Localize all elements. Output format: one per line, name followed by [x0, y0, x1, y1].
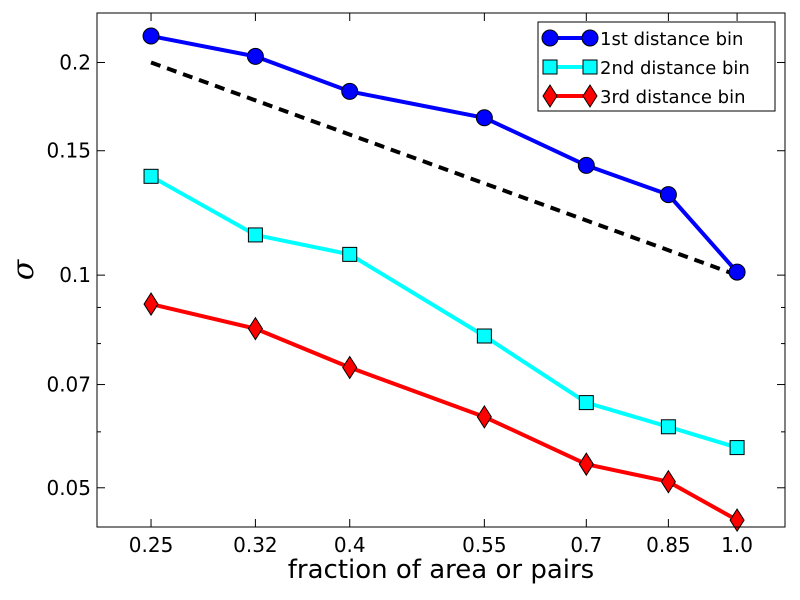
x-tick-label: 0.85: [646, 533, 691, 557]
data-point: [247, 316, 263, 341]
x-tick-label: 0.55: [462, 533, 507, 557]
legend-marker: [542, 84, 558, 108]
legend: 1st distance bin 2nd distance bin 3rd dist…: [537, 21, 776, 112]
data-point: [577, 156, 595, 174]
x-tick-label: 1.0: [721, 533, 753, 557]
legend-entry: 3rd distance bin: [542, 84, 746, 108]
legend-marker: [542, 59, 558, 75]
data-point: [578, 452, 594, 477]
y-tick-label: 0.2: [59, 50, 91, 74]
data-point: [659, 186, 677, 204]
reference-line: [150, 60, 738, 278]
data-point: [142, 27, 160, 45]
y-tick-label: 0.05: [46, 476, 91, 500]
legend-marker: [582, 84, 598, 108]
x-tick-label: 0.4: [334, 533, 366, 557]
data-point: [143, 292, 159, 316]
y-tick-label: 0.15: [46, 139, 91, 163]
data-point: [476, 404, 492, 429]
data-point: [475, 109, 493, 127]
series-2: [143, 168, 745, 456]
plot-frame: [96, 12, 786, 528]
data-point: [729, 440, 745, 456]
legend-marker: [581, 29, 599, 47]
data-point: [476, 328, 492, 344]
data-point: [660, 469, 676, 494]
data-point: [342, 246, 358, 262]
legend-marker: [582, 59, 598, 75]
data-point: [578, 395, 594, 411]
data-point: [729, 508, 745, 533]
x-tick-label: 0.32: [233, 533, 278, 557]
plot-area: [142, 27, 746, 533]
legend-entry: 2nd distance bin: [542, 58, 750, 79]
data-point: [728, 263, 746, 281]
legend-marker: [541, 29, 559, 47]
data-point: [143, 168, 159, 184]
legend-entry: 1st distance bin: [541, 29, 743, 50]
data-point: [247, 227, 263, 243]
y-axis-label: σ: [6, 258, 41, 280]
y-tick-label: 0.07: [46, 373, 91, 397]
legend-label: 1st distance bin: [600, 29, 743, 50]
data-point: [341, 82, 359, 100]
data-point: [246, 47, 264, 65]
legend-label: 3rd distance bin: [600, 87, 746, 108]
series-3: [143, 292, 745, 533]
series-1: [142, 27, 746, 281]
ticks-group: [97, 13, 785, 527]
data-point: [342, 355, 358, 380]
y-tick-label: 0.1: [59, 263, 91, 287]
x-axis-label: fraction of area or pairs: [288, 555, 594, 585]
tick-labels-group: 0.25 0.32 0.4 0.55 0.7 0.85 1.0 0.05 0.07 0.1 0.15…: [46, 50, 753, 557]
data-point: [660, 419, 676, 435]
x-tick-label: 0.25: [129, 533, 174, 557]
legend-label: 2nd distance bin: [600, 58, 750, 79]
x-tick-label: 0.7: [570, 533, 602, 557]
